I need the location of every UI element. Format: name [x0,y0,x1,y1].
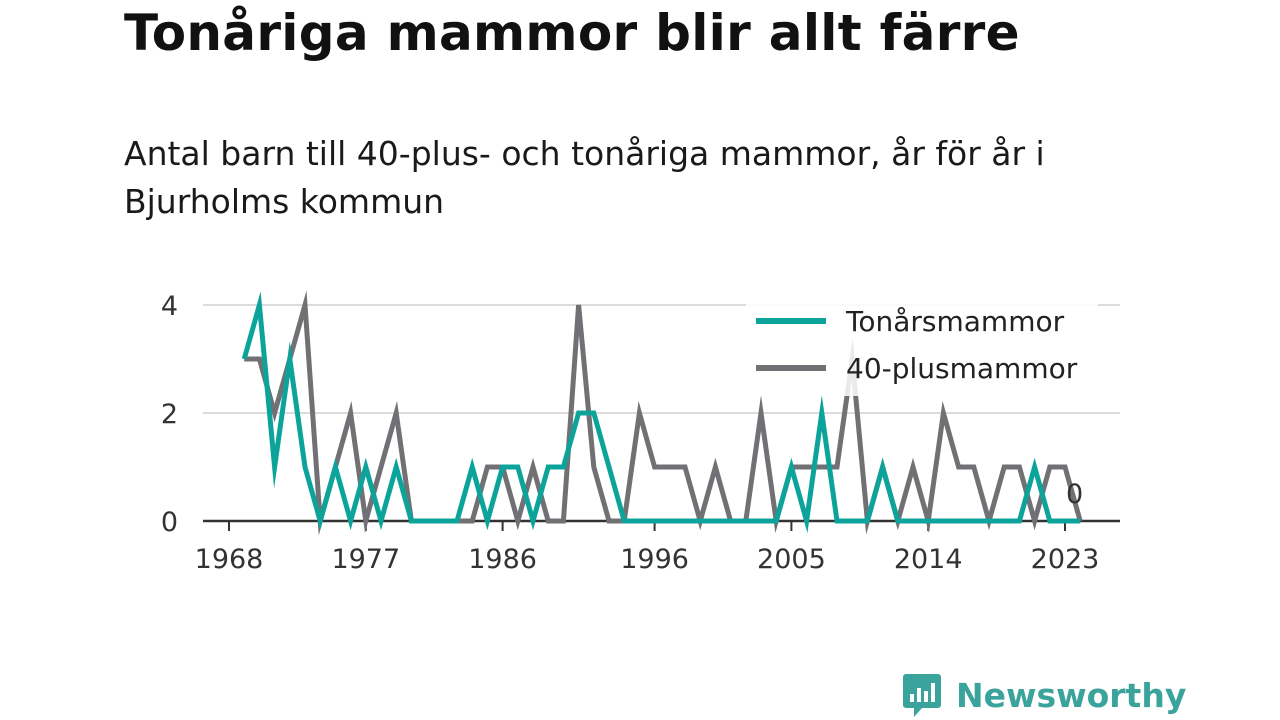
series-line-ton-rsmammor [241,291,1081,534]
chart-title: Tonåriga mammor blir allt färre [124,4,1020,62]
legend-label: Tonårsmammor [845,305,1065,338]
chart-subtitle: Antal barn till 40-plus- och tonåriga ma… [124,134,1045,221]
x-tick-label: 2005 [757,544,826,575]
legend-label: 40-plusmammor [846,352,1078,385]
series-line-40-plusmammor [244,290,1083,536]
y-axis: 0 2 4 [161,291,178,538]
x-tick-label: 1996 [620,544,689,575]
x-tick-label: 1986 [468,544,537,575]
series-lines [241,290,1083,536]
x-tick-label: 1968 [195,544,264,575]
x-tick-label: 2014 [894,544,963,575]
legend: Tonårsmammor 40-plusmammor [746,300,1098,396]
legend-background [746,300,1098,396]
x-axis: 1968 1977 1986 1996 2005 2014 2023 [195,519,1120,575]
y-tick-label: 2 [161,399,178,430]
y-tick-label: 0 [161,507,178,538]
x-tick-label: 2023 [1031,544,1100,575]
end-value-label: 0 [1066,479,1083,510]
newsworthy-logo-icon [903,674,941,717]
y-tick-label: 4 [161,291,178,322]
newsworthy-logo: Newsworthy [902,670,1186,720]
x-tick-label: 1977 [331,544,400,575]
brand-name: Newsworthy [956,675,1187,715]
